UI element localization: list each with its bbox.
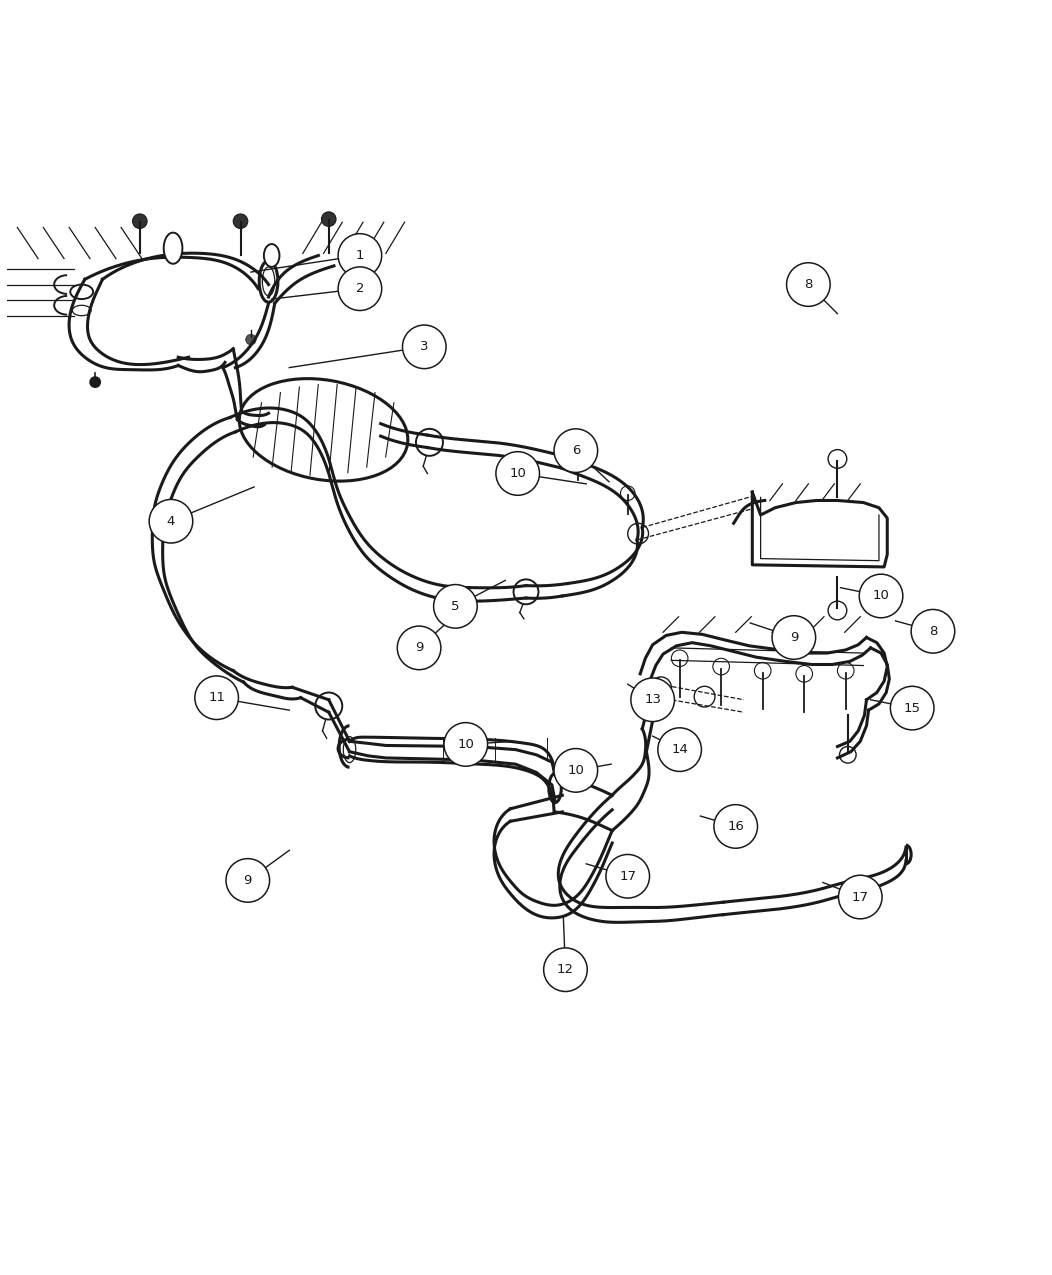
Text: 10: 10 [509,467,526,479]
Circle shape [838,875,882,919]
Text: 16: 16 [727,820,744,833]
Circle shape [787,263,830,306]
Text: 12: 12 [557,963,574,977]
Text: 1: 1 [356,249,364,261]
Circle shape [444,723,487,766]
Text: 4: 4 [167,515,175,528]
Circle shape [226,858,269,903]
Circle shape [433,584,478,629]
Circle shape [90,377,100,388]
Circle shape [621,486,635,501]
Circle shape [911,609,955,653]
Text: 10: 10 [567,764,584,776]
Circle shape [544,947,587,992]
Circle shape [195,676,239,719]
Text: 17: 17 [852,890,869,904]
Circle shape [658,728,702,771]
Circle shape [554,428,598,473]
Text: 6: 6 [571,444,580,458]
Circle shape [694,686,715,708]
Circle shape [714,805,757,848]
Text: 15: 15 [904,701,920,714]
Circle shape [403,325,446,368]
Text: 17: 17 [620,870,636,882]
Text: 9: 9 [244,873,252,887]
Circle shape [859,574,903,618]
Text: 8: 8 [804,278,812,291]
Ellipse shape [264,244,280,266]
Circle shape [796,666,812,682]
Circle shape [754,663,771,680]
Text: 2: 2 [356,282,364,296]
Text: 8: 8 [929,625,937,638]
Circle shape [713,658,729,674]
Circle shape [772,616,815,659]
Circle shape [890,686,934,729]
Circle shape [671,650,688,667]
Circle shape [234,214,248,228]
Circle shape [322,212,336,227]
Circle shape [495,451,540,495]
Circle shape [828,602,847,620]
Circle shape [338,266,382,311]
Circle shape [554,748,598,792]
Circle shape [837,663,854,680]
Text: 11: 11 [208,691,225,704]
Text: 10: 10 [872,589,890,603]
Circle shape [828,450,847,468]
Circle shape [398,626,441,669]
Circle shape [246,334,256,344]
Text: 9: 9 [790,631,798,644]
Text: 10: 10 [458,738,474,751]
Circle shape [149,500,193,543]
Text: 13: 13 [644,694,661,706]
Circle shape [628,523,648,544]
Ellipse shape [164,232,182,264]
Circle shape [133,214,147,228]
Circle shape [338,233,382,277]
Circle shape [606,854,649,898]
Circle shape [839,746,856,764]
Circle shape [570,451,585,467]
Text: 14: 14 [671,743,688,756]
Text: 5: 5 [451,599,460,613]
Circle shape [631,678,674,722]
Text: 3: 3 [420,340,428,353]
Circle shape [650,677,671,697]
Text: 9: 9 [414,641,423,654]
